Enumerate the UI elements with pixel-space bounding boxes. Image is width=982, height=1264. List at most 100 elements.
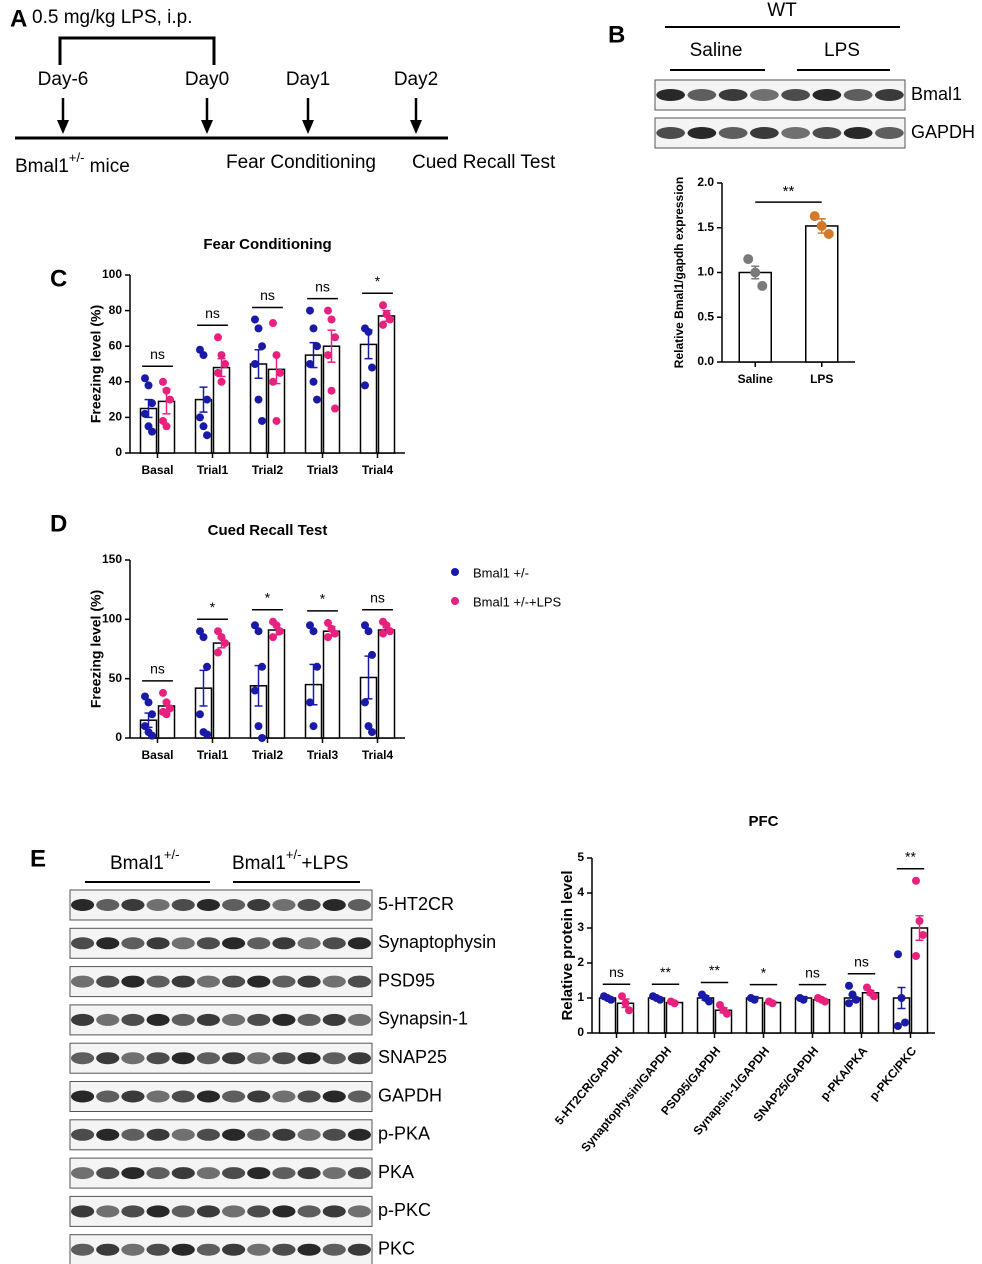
data-point	[254, 324, 263, 333]
significance-label: ns	[150, 346, 165, 362]
data-point	[140, 692, 149, 701]
band-label: GAPDH	[378, 1085, 442, 1105]
blot-lane	[297, 1128, 321, 1141]
band-label: SNAP25	[378, 1047, 447, 1067]
data-point	[140, 722, 149, 731]
x-tick-label: Trial4	[362, 463, 394, 477]
data-point	[268, 319, 277, 328]
blot-lane	[718, 89, 748, 101]
blot-lane	[171, 1167, 195, 1180]
blot-lane	[322, 937, 346, 950]
data-point	[382, 621, 391, 630]
data-point	[309, 324, 318, 333]
data-point	[213, 368, 222, 377]
y-tick-label: 0.0	[697, 354, 714, 368]
bar	[910, 927, 929, 1034]
blot-lane	[196, 1090, 220, 1103]
blot-lane	[196, 1205, 220, 1218]
blot-lane	[687, 89, 717, 101]
significance-label: *	[210, 599, 216, 615]
blot-lane	[272, 1205, 296, 1218]
y-tick-label: 3	[577, 920, 584, 934]
bar	[322, 630, 341, 739]
significance-label: ns	[854, 953, 869, 969]
blot-lane	[750, 89, 779, 101]
data-point	[250, 621, 259, 630]
blot-lane	[272, 1090, 296, 1103]
blot-lane	[96, 937, 120, 950]
data-point	[327, 315, 336, 324]
data-point	[323, 351, 332, 360]
data-point	[272, 416, 281, 425]
data-point	[254, 395, 263, 404]
blot-lane	[222, 1013, 246, 1026]
data-point	[148, 731, 157, 740]
panel-label: B	[608, 21, 625, 48]
day-label: Day2	[394, 69, 438, 90]
band-label: p-PKA	[378, 1124, 430, 1144]
blot-band	[69, 1119, 373, 1151]
y-axis-label: Freezing level (%)	[88, 305, 104, 423]
data-point	[213, 648, 222, 657]
y-tick-label: 1.0	[697, 265, 714, 279]
blot-lane	[297, 1205, 321, 1218]
blot-lane	[347, 975, 371, 988]
band-label: Synaptophysin	[378, 932, 496, 952]
data-point	[670, 999, 679, 1008]
group-label: Saline	[690, 40, 743, 61]
data-point	[327, 386, 336, 395]
y-axis-label: Relative protein level	[559, 870, 576, 1020]
data-point	[276, 368, 285, 377]
data-point	[911, 876, 920, 885]
data-point	[221, 360, 230, 368]
legend-marker	[451, 568, 459, 576]
x-tick-label: Trial2	[252, 463, 284, 477]
data-point	[364, 627, 373, 636]
y-tick-label: 50	[109, 671, 123, 685]
blot-lane	[222, 937, 246, 950]
blot-lane	[222, 1167, 246, 1180]
data-point	[870, 992, 879, 1001]
blot-lane	[171, 1243, 195, 1256]
blot-lane	[222, 1205, 246, 1218]
data-point	[323, 633, 332, 642]
blot-lane	[347, 1090, 371, 1103]
data-point	[757, 280, 768, 291]
blot-lane	[171, 975, 195, 988]
band-label: GAPDH	[911, 122, 975, 142]
data-point	[821, 997, 830, 1006]
data-point	[203, 730, 212, 739]
data-point	[309, 377, 318, 386]
blot-lane	[146, 1205, 170, 1218]
y-tick-label: 2.0	[697, 175, 714, 189]
y-tick-label: 0	[115, 730, 122, 744]
bar	[377, 629, 396, 739]
blot-lane	[121, 1243, 145, 1256]
blot-lane	[347, 899, 371, 911]
blot-lane	[297, 1013, 321, 1026]
chart-title: Fear Conditioning	[203, 236, 331, 253]
blot-lane	[121, 975, 145, 988]
blot-lane	[272, 975, 296, 988]
blot-lane	[171, 899, 195, 911]
data-point	[313, 662, 322, 671]
blot-lane	[322, 1013, 346, 1026]
data-point	[360, 621, 369, 630]
band-label: PSD95	[378, 970, 435, 990]
day-label: Day1	[286, 69, 330, 90]
data-point	[217, 633, 226, 642]
blot-lane	[196, 1167, 220, 1180]
blot-lane	[96, 975, 120, 988]
blot-lane	[297, 1090, 321, 1103]
y-tick-label: 1.5	[697, 220, 714, 234]
panel-label: E	[30, 845, 46, 872]
data-point	[915, 917, 924, 925]
blot-lane	[272, 1243, 296, 1256]
data-point	[250, 360, 259, 368]
blot-lane	[247, 1052, 271, 1065]
data-point	[144, 381, 153, 390]
data-point	[203, 395, 212, 404]
data-point	[305, 360, 314, 368]
blot-lane	[121, 1128, 145, 1141]
